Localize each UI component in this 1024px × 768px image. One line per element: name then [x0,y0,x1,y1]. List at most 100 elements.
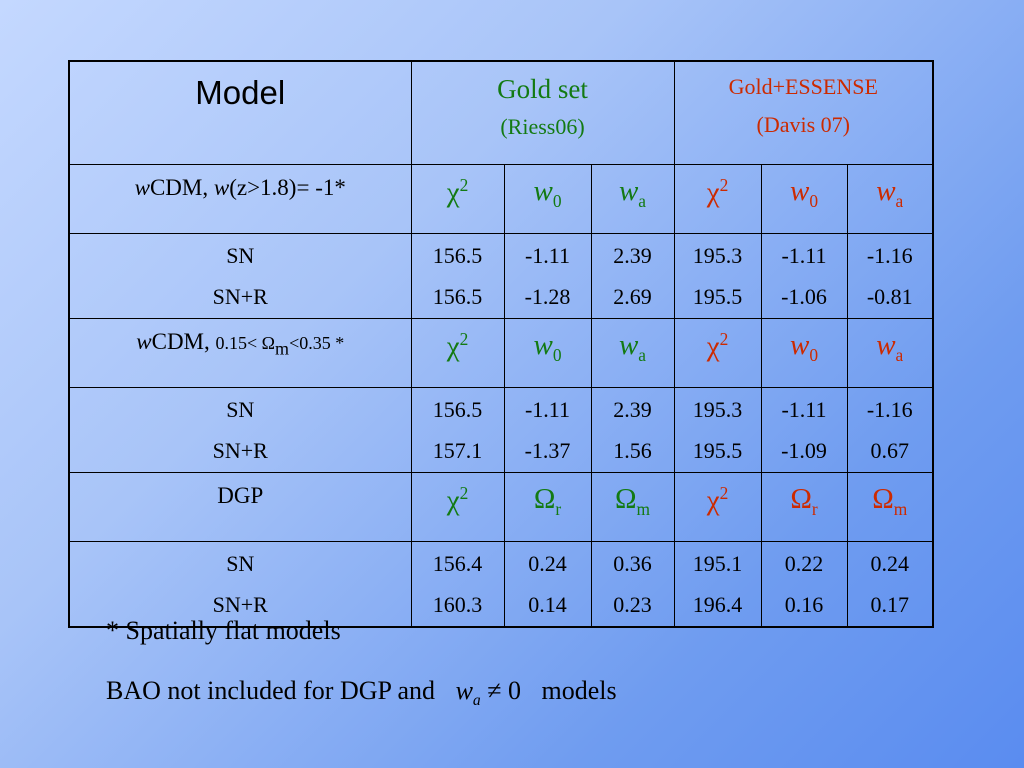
value: -1.09 [781,438,827,463]
row-name: SN [226,397,255,422]
symbol-base: χ [446,484,460,517]
column-symbol: χ2 [410,472,505,542]
label-part: 0.15< Ω [215,333,276,353]
symbol-sub: r [555,498,562,519]
value-cell: -1.16 -0.81 [846,233,934,319]
value: 0.36 [613,551,652,576]
value: 195.3 [692,243,743,268]
value: 160.3 [432,592,483,617]
note-bao: BAO not included for DGP and wa ≠ 0 mode… [106,676,617,710]
row-name: SN [226,551,255,576]
note-bao-text: BAO not included for DGP and [106,676,436,705]
symbol-sup: 2 [459,175,469,195]
value-cell: -1.16 0.67 [846,387,934,473]
essense-header: Gold+ESSENSE (Davis 07) [673,60,934,165]
label-part: <0.35 * [289,333,345,353]
section-header-row: wCDM, w(z>1.8)= -1* χ2 w0 wa χ2 w0 wa [68,164,934,234]
math: wa ≠ 0 [455,676,521,709]
row-name: SN+R [212,592,268,617]
value: 2.69 [613,284,652,309]
value-cell: 195.3 195.5 [673,233,762,319]
data-row: SN SN+R 156.5 157.1 -1.11 -1.37 2.39 1.56 195.3 1… [68,387,934,473]
symbol-base: w [533,175,553,207]
note-flat: * Spatially flat models [106,616,341,645]
label-part: w [136,329,152,354]
value: 195.1 [692,551,743,576]
row-name: SN+R [212,438,268,463]
value: 195.5 [692,284,743,309]
symbol-base: Ω [872,483,894,515]
symbol-sub: r [811,498,818,519]
symbol-base: χ [446,176,460,209]
symbol-base: χ [446,330,460,363]
value-cell: 0.24 0.17 [846,541,934,628]
column-symbol: wa [590,164,675,234]
value: -1.16 [866,397,913,422]
value: 195.5 [692,438,743,463]
symbol-base: χ [706,330,720,363]
value: 0.22 [784,551,824,576]
value: 2.39 [613,243,652,268]
value-cell: 195.1 196.4 [673,541,762,628]
section-label: DGP [68,472,412,542]
column-symbol: wa [846,318,934,388]
symbol-sub: 0 [809,344,819,365]
value: 156.4 [432,551,483,576]
data-row: SN SN+R 156.5 156.5 -1.11 -1.28 2.39 2.69 195.3 1… [68,233,934,319]
symbol-base: w [789,329,810,361]
value: -1.11 [524,243,570,268]
math-sub: a [472,692,481,710]
symbol-base: w [533,329,553,361]
value: 157.1 [432,438,483,463]
symbol-base: w [618,175,639,207]
column-symbol: χ2 [410,318,505,388]
symbol-base: χ [706,484,720,517]
column-symbol: w0 [503,318,592,388]
value: -1.11 [524,397,570,422]
value: 195.3 [692,397,743,422]
value: -1.06 [781,284,827,309]
value: 0.24 [528,551,567,576]
value: 0.14 [528,592,567,617]
essense-ref: (Davis 07) [756,112,850,137]
symbol-sub: a [895,344,904,365]
value: -1.16 [866,243,913,268]
column-symbol: Ωm [590,472,675,542]
label-part: CDM, [149,175,214,200]
column-symbol: Ωr [760,472,848,542]
data-row: SN SN+R 156.4 160.3 0.24 0.14 0.36 0.23 195.1 196… [68,541,934,628]
value: 0.23 [613,592,652,617]
value-cell: 156.4 160.3 [410,541,505,628]
math-base: w [455,676,473,705]
symbol-base: Ω [790,483,812,515]
value: 0.17 [870,592,910,617]
column-symbol: w0 [503,164,592,234]
value: 0.16 [784,592,824,617]
value-cell: -1.11 -1.06 [760,233,848,319]
symbol-sup: 2 [459,329,469,349]
symbol-sup: 2 [719,483,729,503]
value-cell: -1.11 -1.37 [503,387,592,473]
results-table: Model Gold set (Riess06) Gold+ESSENSE (Dav… [68,60,934,628]
value: -1.11 [781,397,827,422]
value-cell: 0.22 0.16 [760,541,848,628]
symbol-sub: a [895,190,904,211]
symbol-sub: a [638,344,647,365]
value: -1.37 [524,438,571,463]
gold-ref: (Riess06) [500,114,585,139]
section-label: wCDM, w(z>1.8)= -1* [68,164,412,234]
value: -1.28 [524,284,571,309]
symbol-base: w [618,329,639,361]
value: -1.11 [781,243,827,268]
column-symbol: χ2 [673,164,762,234]
value: 156.5 [432,243,483,268]
column-symbol: w0 [760,318,848,388]
symbol-base: χ [706,176,720,209]
column-symbol: w0 [760,164,848,234]
label-part: (z>1.8)= -1* [229,175,346,200]
symbol-sub: m [893,498,908,519]
value: 0.67 [870,438,910,463]
value: 196.4 [692,592,743,617]
symbol-sup: 2 [719,329,729,349]
